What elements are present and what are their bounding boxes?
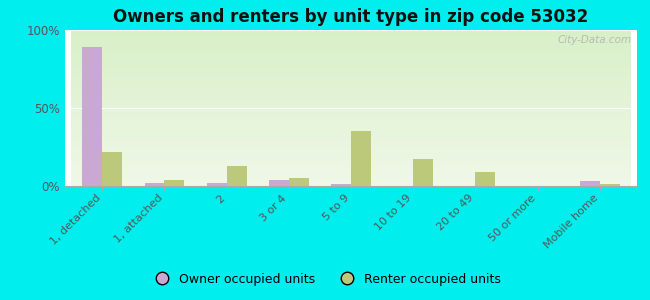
Bar — [580, 181, 600, 186]
Bar — [144, 183, 164, 186]
Bar — [83, 47, 102, 186]
Legend: Owner occupied units, Renter occupied units: Owner occupied units, Renter occupied un… — [144, 268, 506, 291]
Bar — [351, 131, 371, 186]
Bar — [269, 180, 289, 186]
Bar — [102, 152, 122, 186]
Bar — [600, 184, 619, 186]
Text: City-Data.com: City-Data.com — [557, 35, 631, 45]
Bar — [331, 184, 351, 186]
Bar — [475, 172, 495, 186]
Bar — [289, 178, 309, 186]
Title: Owners and renters by unit type in zip code 53032: Owners and renters by unit type in zip c… — [113, 8, 589, 26]
Bar — [164, 180, 185, 186]
Bar — [227, 166, 246, 186]
Bar — [207, 183, 227, 186]
Bar — [413, 160, 433, 186]
